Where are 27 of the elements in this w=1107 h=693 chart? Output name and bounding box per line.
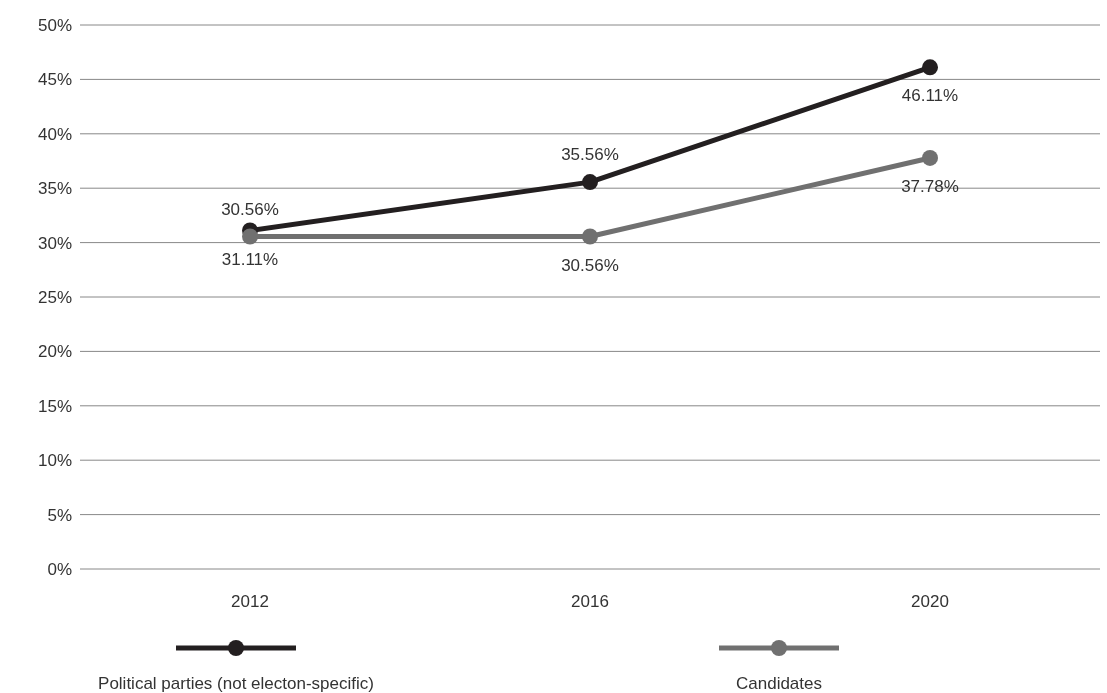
y-tick-label: 0% — [47, 560, 72, 579]
data-label: 35.56% — [561, 145, 619, 165]
x-tick-label: 2016 — [571, 592, 609, 611]
x-tick-label: 2012 — [231, 592, 269, 611]
data-label: 46.11% — [901, 86, 959, 106]
data-label: 31.11% — [221, 249, 279, 269]
point — [922, 149, 938, 166]
point — [582, 228, 598, 245]
point — [582, 174, 598, 191]
point — [922, 59, 938, 76]
y-tick-label: 25% — [37, 288, 72, 307]
y-tick-label: 20% — [37, 342, 72, 362]
y-tick-label: 30% — [37, 233, 72, 253]
legend-label: Political parties (not electon-specific) — [98, 674, 374, 693]
data-label: 37.78% — [901, 176, 959, 196]
y-tick-label: 50% — [37, 16, 72, 35]
y-tick-label: 15% — [37, 396, 72, 416]
data-label: 30.56% — [221, 199, 279, 219]
data-label: 30.56% — [561, 255, 619, 275]
legend-label: Candidates — [735, 674, 823, 693]
y-tick-label: 5% — [47, 505, 72, 525]
point — [242, 228, 258, 245]
y-tick-label: 40% — [37, 124, 72, 144]
y-tick-label: 35% — [37, 179, 72, 199]
y-tick-label: 10% — [37, 451, 72, 471]
x-tick-label: 2020 — [911, 592, 949, 611]
y-tick-label: 45% — [37, 70, 72, 90]
